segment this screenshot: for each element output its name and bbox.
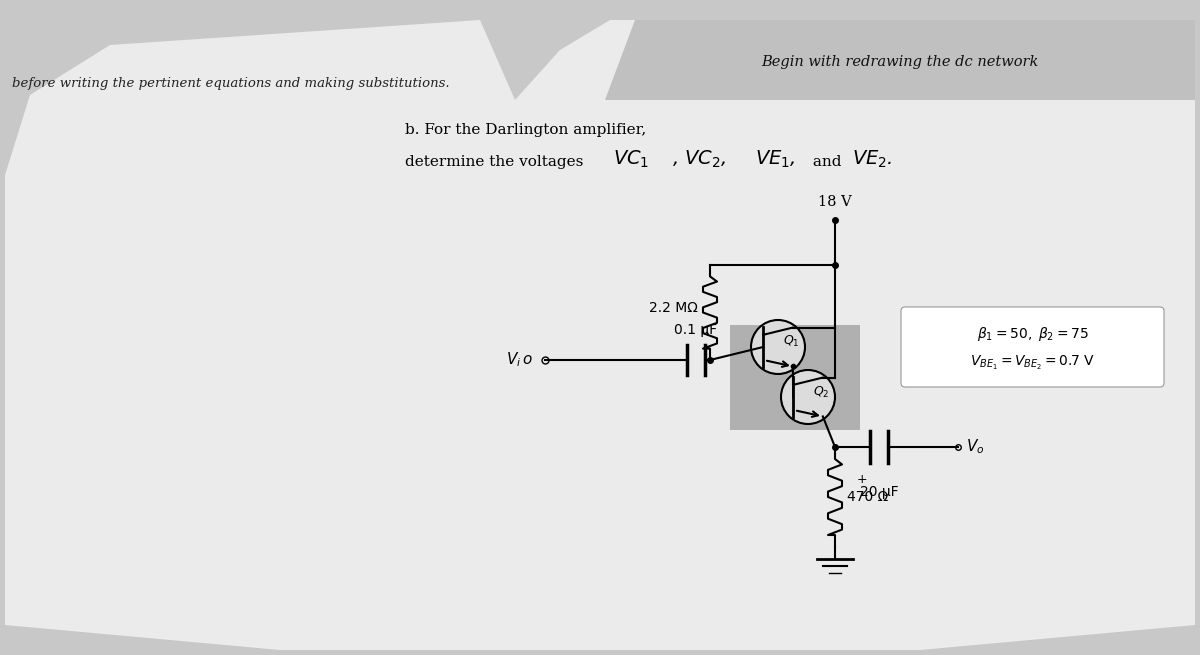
Polygon shape [5, 20, 1195, 650]
Text: Begin with redrawing the dc network: Begin with redrawing the dc network [761, 55, 1039, 69]
Text: $\beta_1 = 50,\;\beta_2 = 75$: $\beta_1 = 50,\;\beta_2 = 75$ [977, 325, 1088, 343]
FancyBboxPatch shape [730, 325, 860, 430]
Text: before writing the pertinent equations and making substitutions.: before writing the pertinent equations a… [12, 77, 450, 90]
Text: 0.1 μF: 0.1 μF [674, 323, 718, 337]
Text: 20 μF: 20 μF [859, 485, 899, 499]
Text: +: + [857, 473, 868, 486]
Polygon shape [605, 20, 1195, 100]
Text: $VC_1$: $VC_1$ [613, 148, 649, 170]
Circle shape [751, 320, 805, 374]
Text: 470 Ω: 470 Ω [847, 490, 888, 504]
Text: $Q_2$: $Q_2$ [814, 384, 829, 400]
Text: determine the voltages: determine the voltages [406, 155, 588, 169]
Circle shape [781, 370, 835, 424]
Text: $V_o$: $V_o$ [966, 438, 984, 457]
Text: $V_i\,$o: $V_i\,$o [506, 350, 533, 369]
Text: $VE_1$,: $VE_1$, [755, 148, 796, 170]
Text: and: and [808, 155, 841, 169]
Text: $VE_2$.: $VE_2$. [852, 148, 893, 170]
Text: $V_{BE_1} = V_{BE_2} = 0.7\;\mathrm{V}$: $V_{BE_1} = V_{BE_2} = 0.7\;\mathrm{V}$ [970, 354, 1094, 372]
Text: 2.2 MΩ: 2.2 MΩ [649, 301, 698, 314]
FancyBboxPatch shape [901, 307, 1164, 387]
Text: b. For the Darlington amplifier,: b. For the Darlington amplifier, [406, 123, 647, 137]
Text: , $VC_2$,: , $VC_2$, [672, 148, 726, 170]
Text: 18 V: 18 V [818, 195, 852, 209]
Text: $Q_1$: $Q_1$ [784, 333, 799, 348]
